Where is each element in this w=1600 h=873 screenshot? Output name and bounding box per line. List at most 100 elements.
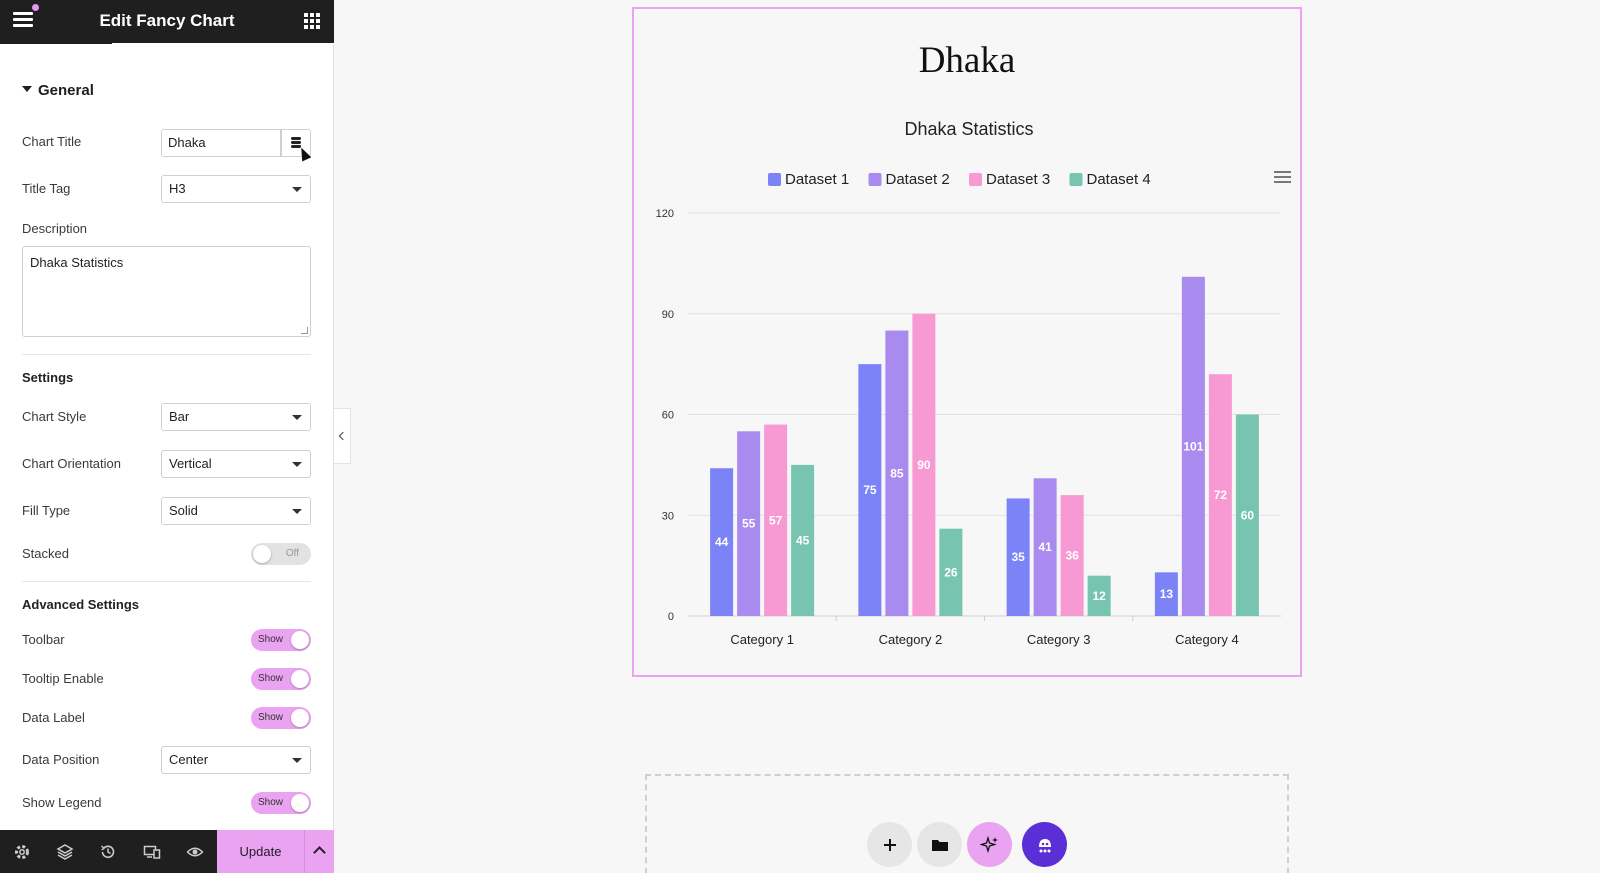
legend-item[interactable]: Dataset 4 [1069, 171, 1151, 188]
fill-type-select[interactable]: Solid [161, 497, 311, 525]
database-icon [291, 137, 301, 149]
toggle-knob [291, 709, 309, 727]
template-library-button[interactable] [917, 822, 962, 867]
chart-orientation-select[interactable]: Vertical [161, 450, 311, 478]
bar[interactable] [1181, 276, 1205, 616]
folder-icon [931, 839, 948, 851]
bar[interactable] [1235, 414, 1259, 617]
bar[interactable] [939, 528, 963, 616]
resize-grip-icon[interactable] [301, 327, 308, 334]
data-label: 55 [742, 517, 756, 531]
legend-item[interactable]: Dataset 1 [768, 171, 849, 188]
bar[interactable] [1208, 374, 1232, 616]
responsive-icon[interactable] [143, 843, 161, 861]
history-icon[interactable] [99, 843, 117, 861]
data-label-toggle[interactable]: Show [251, 707, 311, 729]
toggle-state-label: Show [258, 712, 284, 723]
bar[interactable] [912, 313, 936, 616]
bar[interactable] [858, 364, 882, 616]
chart-title: Dhaka Statistics [904, 119, 1033, 139]
y-tick-label: 60 [662, 410, 674, 422]
hamburger-menu-icon[interactable] [13, 12, 33, 30]
bar[interactable] [791, 464, 815, 616]
chart-toolbar-menu-icon[interactable] [1274, 169, 1294, 189]
description-label: Description [22, 221, 88, 236]
bar-chart: 0 30 60 90 120 44 55 57 45 Category 1 75 85 90 26 Cat… [656, 119, 1294, 647]
description-textarea[interactable]: Dhaka Statistics [22, 246, 311, 337]
update-options-button[interactable] [304, 830, 334, 873]
section-general-toggle[interactable]: General [22, 82, 94, 99]
legend-label: Dataset 1 [785, 171, 849, 188]
assistant-button[interactable] [1022, 822, 1067, 867]
legend-label: Dataset 4 [1087, 171, 1151, 188]
legend-item[interactable]: Dataset 3 [969, 171, 1050, 188]
tooltip-toggle[interactable]: Show [251, 668, 311, 690]
x-category-label: Category 2 [879, 632, 943, 647]
bar[interactable] [1060, 495, 1084, 616]
sidebar-controls[interactable]: General Chart Title Dhaka Title Tag H3 D… [0, 46, 334, 830]
eye-icon[interactable] [186, 843, 204, 861]
widget-title: Dhaka [918, 40, 1016, 81]
sidebar-header: Edit Fancy Chart [0, 0, 334, 45]
legend-swatch [969, 173, 982, 186]
bar[interactable] [1154, 572, 1178, 616]
chart-style-select[interactable]: Bar [161, 403, 311, 431]
legend-swatch [1069, 173, 1083, 186]
bar[interactable] [764, 424, 788, 616]
data-label: 75 [863, 483, 877, 497]
x-category-label: Category 3 [1027, 632, 1091, 647]
fill-type-label: Fill Type [22, 503, 71, 518]
chart-orientation-value: Vertical [169, 456, 212, 471]
divider [22, 581, 311, 582]
data-label: 41 [1038, 540, 1052, 554]
active-tab-indicator [112, 43, 334, 45]
fancy-chart-widget[interactable]: Dhaka 0 30 60 90 120 44 55 57 45 Category 1 75 85 9… [632, 7, 1302, 677]
description-value: Dhaka Statistics [30, 255, 124, 270]
bar[interactable] [737, 431, 761, 616]
sidebar-footer: Update [0, 830, 334, 873]
title-tag-select[interactable]: H3 [161, 175, 311, 203]
update-button[interactable]: Update [217, 830, 304, 873]
data-position-label: Data Position [22, 752, 100, 767]
data-label: 85 [890, 466, 904, 480]
dropdown-arrow-icon [292, 758, 302, 763]
chart-style-value: Bar [169, 409, 190, 424]
toolbar-toggle[interactable]: Show [251, 629, 311, 651]
empty-section-dropzone[interactable] [645, 774, 1289, 873]
layers-icon[interactable] [56, 843, 74, 861]
data-label: 12 [1092, 589, 1106, 603]
bar[interactable] [710, 468, 734, 616]
panel-title: Edit Fancy Chart [99, 11, 235, 30]
bar[interactable] [1087, 575, 1111, 616]
chart-orientation-label: Chart Orientation [22, 456, 121, 471]
chevron-left-icon [338, 431, 348, 441]
add-section-button[interactable] [867, 822, 912, 867]
legend-swatch [768, 173, 781, 186]
data-label: 44 [715, 535, 729, 549]
stacked-toggle[interactable]: Off [251, 543, 311, 565]
dropdown-arrow-icon [292, 462, 302, 467]
data-position-select[interactable]: Center [161, 746, 311, 774]
collapse-panel-button[interactable] [334, 408, 351, 464]
settings-heading: Settings [22, 370, 74, 385]
data-label: 101 [1183, 439, 1203, 453]
bar[interactable] [1006, 498, 1030, 616]
chevron-up-icon [313, 846, 326, 859]
bar[interactable] [885, 330, 909, 616]
bar[interactable] [1033, 478, 1057, 616]
ai-generate-button[interactable] [967, 822, 1012, 867]
gear-icon[interactable] [13, 843, 31, 861]
plus-icon [883, 838, 896, 851]
show-legend-toggle[interactable]: Show [251, 792, 311, 814]
dropdown-arrow-icon [292, 187, 302, 192]
dropdown-arrow-icon [292, 415, 302, 420]
legend-label: Dataset 3 [986, 171, 1050, 188]
toggle-knob [291, 794, 309, 812]
dynamic-tags-button[interactable] [281, 129, 311, 157]
data-label: 36 [1065, 549, 1079, 563]
chart-title-input[interactable]: Dhaka [161, 129, 281, 157]
legend-item[interactable]: Dataset 2 [868, 171, 950, 188]
widgets-grid-icon[interactable] [304, 13, 320, 29]
toggle-state-label: Show [258, 797, 284, 808]
dropdown-arrow-icon [292, 509, 302, 514]
